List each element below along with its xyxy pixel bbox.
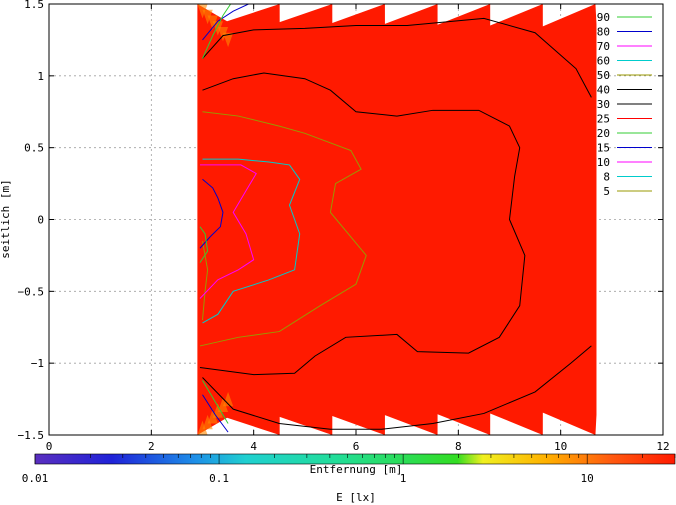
x-tick-label: 6 — [353, 440, 360, 453]
contour-line-20 — [199, 226, 209, 263]
colorbar-tick-label: 0.1 — [209, 472, 229, 485]
contour-line-5 — [202, 240, 209, 321]
colorbar-ticks: 0.01 0.1 1 10 — [22, 454, 676, 485]
field-edge-tooth — [207, 15, 218, 30]
legend-label: 40 — [597, 84, 610, 97]
x-tick-label: 0 — [46, 440, 53, 453]
field-edge-tooth — [222, 32, 234, 48]
colorbar-tick-label: 10 — [581, 472, 594, 485]
y-tick-label: 1 — [37, 70, 44, 83]
contour-line-15 — [199, 178, 224, 249]
legend-label: 5 — [603, 185, 610, 198]
legend-label: 80 — [597, 26, 610, 39]
legend-label: 60 — [597, 55, 610, 68]
y-tick-label: 0 — [37, 214, 44, 227]
contour-line-30 — [202, 345, 592, 430]
field-edge-tooth — [207, 409, 218, 424]
contour-line-10 — [199, 164, 257, 299]
illuminance-field — [197, 4, 597, 435]
contour-line-80 — [202, 394, 229, 433]
legend-label: 50 — [597, 69, 610, 82]
y-tick-label: 1.5 — [24, 0, 44, 11]
contour-line-90 — [202, 380, 229, 424]
legend-label: 30 — [597, 98, 610, 111]
y-tick-label: −1.5 — [18, 429, 45, 442]
legend-label: 90 — [597, 11, 610, 24]
x-tick-label: 2 — [148, 440, 155, 453]
legend-label: 10 — [597, 156, 610, 169]
field-edge-tooth — [217, 397, 229, 413]
contour-line-90 — [202, 4, 232, 59]
legend-label: 15 — [597, 142, 610, 155]
x-tick-label: 12 — [656, 440, 669, 453]
field-edge-tooth — [202, 414, 213, 430]
contour-line-8 — [202, 158, 301, 324]
y-axis-label: seitlich [m] — [0, 179, 12, 258]
legend-label: 8 — [603, 171, 610, 184]
colorbar-tick-label: 1 — [400, 472, 407, 485]
contour-line-80 — [202, 4, 249, 41]
contour-line-40 — [199, 72, 526, 376]
x-tick-label: 10 — [554, 440, 567, 453]
legend-label: 70 — [597, 40, 610, 53]
field-edge-tooth — [197, 420, 208, 435]
x-axis-ticks: 0 2 4 6 8 10 12 — [46, 4, 670, 453]
field-edge-tooth — [197, 4, 208, 19]
field-area — [197, 4, 597, 435]
contour-lines — [199, 4, 592, 433]
y-axis-ticks: 1.5 1 0.5 0 −0.5 −1 −1.5 — [18, 0, 663, 442]
contour-line-50 — [199, 111, 367, 347]
y-tick-label: −0.5 — [18, 285, 45, 298]
colorbar-tick-label: 0.01 — [22, 472, 49, 485]
x-tick-label: 4 — [250, 440, 257, 453]
x-tick-label: 8 — [455, 440, 462, 453]
field-edge-tooth — [202, 9, 213, 25]
legend-label: 25 — [597, 113, 610, 126]
field-edge-tooth — [222, 391, 234, 407]
contour-line-30 — [202, 17, 592, 98]
legend-label: 20 — [597, 127, 610, 140]
field-edge-tooth — [217, 26, 229, 42]
x-axis-label: Entfernung [m] — [310, 463, 403, 476]
y-tick-label: −1 — [31, 357, 44, 370]
colorbar-label: E [lx] — [336, 491, 376, 504]
y-tick-label: 0.5 — [24, 142, 44, 155]
